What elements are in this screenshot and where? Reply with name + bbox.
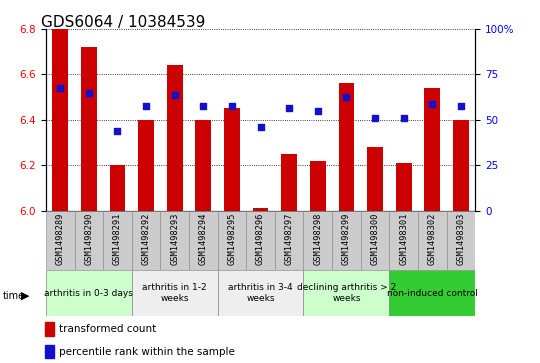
Bar bbox=[45, 345, 55, 358]
Text: GSM1498299: GSM1498299 bbox=[342, 212, 351, 265]
Bar bbox=[424, 88, 440, 211]
Bar bbox=[189, 211, 218, 270]
Bar bbox=[332, 211, 361, 270]
Text: GSM1498303: GSM1498303 bbox=[456, 212, 465, 265]
Bar bbox=[224, 109, 240, 211]
Bar bbox=[246, 211, 275, 270]
Bar bbox=[367, 147, 383, 211]
Text: GSM1498290: GSM1498290 bbox=[84, 212, 93, 265]
Point bbox=[313, 108, 322, 114]
Bar bbox=[132, 270, 218, 316]
Bar bbox=[396, 163, 411, 211]
Text: GSM1498289: GSM1498289 bbox=[56, 212, 65, 265]
Text: GSM1498301: GSM1498301 bbox=[399, 212, 408, 265]
Text: GSM1498297: GSM1498297 bbox=[285, 212, 294, 265]
Bar bbox=[138, 120, 154, 211]
Point bbox=[342, 94, 351, 100]
Bar bbox=[46, 270, 132, 316]
Text: GSM1498294: GSM1498294 bbox=[199, 212, 208, 265]
Point bbox=[56, 85, 65, 91]
Point bbox=[84, 90, 93, 95]
Text: GDS6064 / 10384539: GDS6064 / 10384539 bbox=[40, 15, 205, 29]
Bar bbox=[81, 47, 97, 211]
Bar bbox=[218, 211, 246, 270]
Text: GSM1498296: GSM1498296 bbox=[256, 212, 265, 265]
Bar bbox=[195, 120, 211, 211]
Point bbox=[171, 92, 179, 98]
Text: arthritis in 1-2
weeks: arthritis in 1-2 weeks bbox=[143, 284, 207, 303]
Bar bbox=[339, 83, 354, 211]
Bar bbox=[110, 165, 125, 211]
Bar bbox=[310, 160, 326, 211]
Text: GSM1498300: GSM1498300 bbox=[370, 212, 380, 265]
Bar bbox=[453, 120, 469, 211]
Bar bbox=[389, 270, 475, 316]
Point bbox=[428, 101, 436, 107]
Bar bbox=[361, 211, 389, 270]
Point bbox=[228, 103, 237, 109]
Bar bbox=[253, 208, 268, 211]
Text: time: time bbox=[3, 291, 25, 301]
Bar bbox=[275, 211, 303, 270]
Bar bbox=[167, 65, 183, 211]
Text: GSM1498293: GSM1498293 bbox=[170, 212, 179, 265]
Text: GSM1498302: GSM1498302 bbox=[428, 212, 437, 265]
Bar bbox=[281, 154, 297, 211]
Bar bbox=[45, 322, 55, 336]
Text: ▶: ▶ bbox=[21, 291, 29, 301]
Text: non-induced control: non-induced control bbox=[387, 289, 478, 298]
Bar bbox=[303, 211, 332, 270]
Text: transformed count: transformed count bbox=[59, 324, 157, 334]
Text: GSM1498291: GSM1498291 bbox=[113, 212, 122, 265]
Text: arthritis in 3-4
weeks: arthritis in 3-4 weeks bbox=[228, 284, 293, 303]
Bar bbox=[447, 211, 475, 270]
Text: declining arthritis > 2
weeks: declining arthritis > 2 weeks bbox=[297, 284, 396, 303]
Text: arthritis in 0-3 days: arthritis in 0-3 days bbox=[44, 289, 133, 298]
Point bbox=[399, 115, 408, 121]
Text: GSM1498298: GSM1498298 bbox=[313, 212, 322, 265]
Point bbox=[141, 103, 150, 109]
Text: GSM1498292: GSM1498292 bbox=[141, 212, 151, 265]
Point bbox=[456, 103, 465, 109]
Text: percentile rank within the sample: percentile rank within the sample bbox=[59, 347, 235, 357]
Bar bbox=[46, 211, 75, 270]
Bar bbox=[218, 270, 303, 316]
Point bbox=[113, 128, 122, 134]
Bar bbox=[303, 270, 389, 316]
Point bbox=[199, 103, 207, 109]
Point bbox=[256, 124, 265, 130]
Bar bbox=[160, 211, 189, 270]
Bar bbox=[132, 211, 160, 270]
Bar bbox=[418, 211, 447, 270]
Point bbox=[285, 106, 294, 111]
Text: GSM1498295: GSM1498295 bbox=[227, 212, 237, 265]
Bar bbox=[75, 211, 103, 270]
Bar bbox=[103, 211, 132, 270]
Point bbox=[370, 115, 379, 121]
Bar bbox=[52, 29, 68, 211]
Bar bbox=[389, 211, 418, 270]
